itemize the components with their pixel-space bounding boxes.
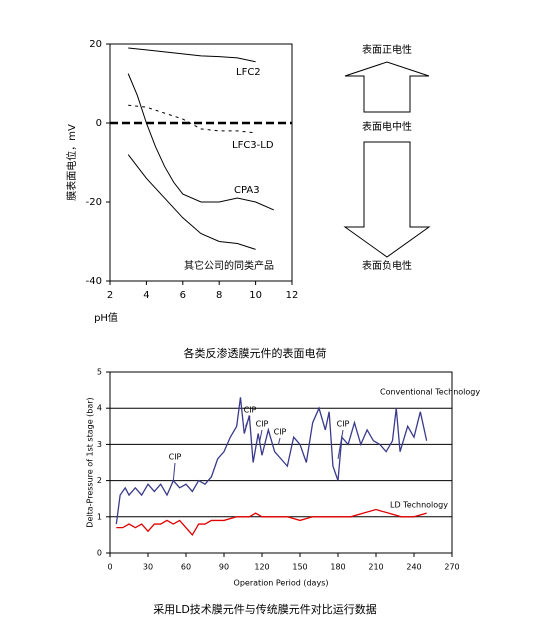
series-line xyxy=(128,104,256,134)
up-arrow xyxy=(344,61,430,113)
annotation-arrow xyxy=(245,415,251,427)
y-tick-label: 0 xyxy=(97,549,102,558)
x-tick-label: 30 xyxy=(143,563,153,572)
caption: 采用LD技术膜元件与传统膜元件对比运行数据 xyxy=(153,602,377,616)
x-tick-label: 0 xyxy=(107,563,112,572)
series-line xyxy=(128,47,256,63)
x-tick-label: 60 xyxy=(181,563,191,572)
x-tick-label: 6 xyxy=(180,290,186,301)
series-line xyxy=(127,154,256,250)
down-arrow xyxy=(343,141,431,258)
plot-frame xyxy=(109,371,453,554)
annotation-arrow xyxy=(337,429,344,459)
diagram-label: 表面电中性 xyxy=(362,120,412,133)
x-axis-label: Operation Period (days) xyxy=(234,579,329,588)
y-tick-label: 0 xyxy=(96,118,102,129)
charge-diagram: 表面正电性 表面电中性 表面负电性 xyxy=(343,43,431,272)
annotation: CIP xyxy=(169,453,182,462)
series-line xyxy=(116,508,427,537)
annotation: CIP xyxy=(337,420,350,429)
legend-label: LFC2 xyxy=(236,67,261,78)
y-tick-label: 3 xyxy=(97,440,102,449)
x-tick-label: 270 xyxy=(444,563,459,572)
x-tick-label: 90 xyxy=(219,563,229,572)
series-line xyxy=(115,397,428,525)
annotation-arrow xyxy=(258,429,263,443)
x-tick-label: 210 xyxy=(368,563,383,572)
annotation: CIP xyxy=(256,420,269,429)
y-tick-label: -40 xyxy=(86,276,102,287)
y-tick-label: 2 xyxy=(97,476,102,485)
x-tick-label: 2 xyxy=(107,290,113,301)
y-tick-label: 5 xyxy=(97,368,102,377)
annotation-arrow xyxy=(277,437,281,445)
annotation-arrow xyxy=(172,462,176,481)
legend-label: LFC3-LD xyxy=(232,140,274,151)
legend-label: CPA3 xyxy=(234,185,260,196)
x-tick-label: 12 xyxy=(286,290,299,301)
x-tick-label: 180 xyxy=(330,563,345,572)
diagram-label: 表面负电性 xyxy=(362,259,412,272)
x-tick-label: 10 xyxy=(249,290,262,301)
annotation: CIP xyxy=(244,406,257,415)
annotation: CIP xyxy=(274,428,287,437)
x-tick-label: 120 xyxy=(254,563,269,572)
y-axis-label: Delta-Pressure of 1st stage (bar) xyxy=(86,397,95,527)
y-tick-label: 20 xyxy=(89,39,102,50)
legend-label: Conventional Technology xyxy=(380,388,480,397)
x-tick-label: 4 xyxy=(143,290,149,301)
x-axis-label: pH值 xyxy=(94,311,118,324)
x-tick-label: 150 xyxy=(292,563,307,572)
x-tick-label: 240 xyxy=(406,563,421,572)
y-axis-label: 膜表面电位，mV xyxy=(65,124,78,201)
caption: 各类反渗透膜元件的表面电荷 xyxy=(184,346,327,360)
y-tick-label: 4 xyxy=(97,404,102,413)
legend-label: LD Technology xyxy=(390,501,448,510)
legend-label: 其它公司的同类产品 xyxy=(184,259,274,272)
diagram-label: 表面正电性 xyxy=(362,43,412,56)
x-tick-label: 8 xyxy=(216,290,222,301)
plot-frame xyxy=(109,43,293,282)
series-line xyxy=(127,73,274,211)
y-tick-label: -20 xyxy=(86,197,102,208)
y-tick-label: 1 xyxy=(97,512,102,521)
